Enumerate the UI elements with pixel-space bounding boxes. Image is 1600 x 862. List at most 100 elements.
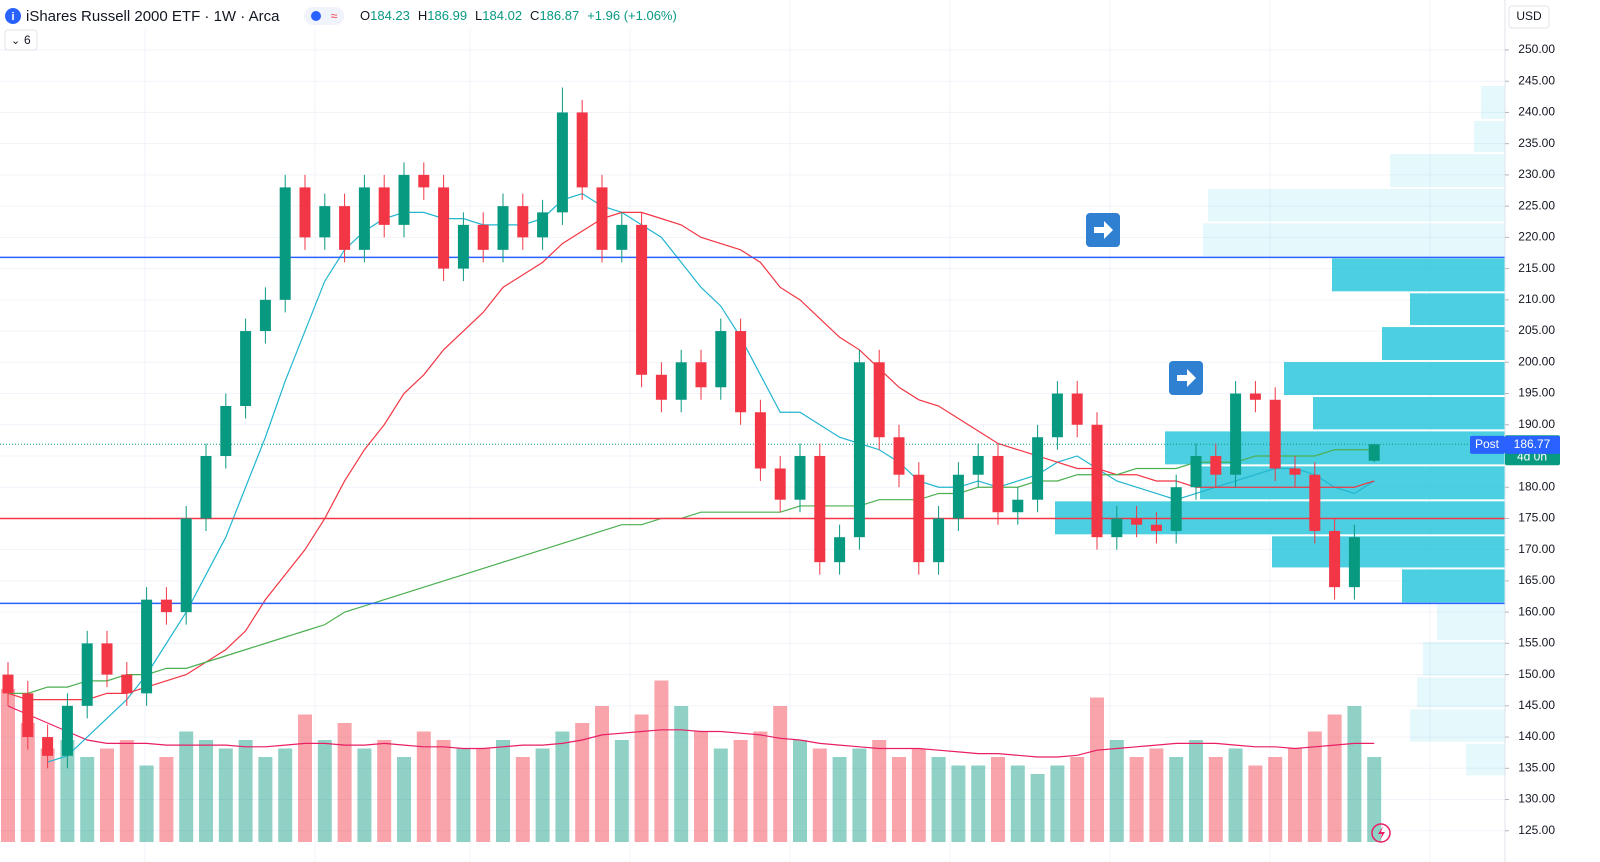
candle-body — [1230, 393, 1242, 475]
profile-bar — [1402, 569, 1505, 603]
volume-bar — [60, 740, 75, 842]
candle-body — [1091, 424, 1103, 538]
candle-body — [1210, 455, 1222, 475]
candle-body — [655, 374, 667, 400]
candle-body — [1051, 393, 1063, 438]
plot — [0, 49, 1505, 842]
status-pill[interactable] — [304, 7, 344, 25]
volume-bar — [159, 757, 174, 842]
ohlc-value: 184.02 — [482, 8, 522, 23]
candle-body — [22, 693, 34, 738]
volume-bar — [674, 706, 689, 842]
volume-bar — [931, 757, 946, 842]
y-tick-label: 230.00 — [1518, 167, 1555, 181]
volume-bar — [1050, 765, 1065, 842]
candle-body — [339, 206, 351, 250]
profile-bar — [1437, 604, 1505, 640]
profile-bar — [1423, 641, 1505, 676]
ohlc-change: +1.96 (+1.06%) — [587, 8, 677, 23]
volume-bar — [317, 740, 332, 842]
volume-bar — [377, 740, 392, 842]
candle-body — [240, 331, 252, 407]
y-tick-label: 225.00 — [1518, 198, 1555, 212]
candle-body — [477, 224, 489, 250]
candle-body — [1170, 487, 1182, 531]
candle-body — [576, 112, 588, 188]
y-tick-label: 240.00 — [1518, 105, 1555, 119]
candle-body — [1071, 393, 1083, 425]
candle-body — [61, 705, 73, 756]
ohlc-letter: H — [418, 8, 427, 23]
volume-bar — [139, 765, 154, 842]
candle-body — [1012, 499, 1024, 513]
ohlc-value: 186.99 — [427, 8, 467, 23]
candle-body — [279, 187, 291, 300]
volume-bar — [575, 723, 590, 842]
volume-bar — [1070, 757, 1085, 842]
candle-body — [457, 224, 469, 269]
volume-bar — [416, 731, 431, 842]
ma-line — [7, 211, 1375, 701]
volume-bar — [337, 723, 352, 842]
candle-body — [517, 206, 529, 238]
profile-bar — [1466, 743, 1505, 776]
candle-body — [537, 212, 549, 238]
volume-bar — [773, 706, 788, 842]
volume-bar — [20, 723, 35, 842]
profile-bar — [1165, 431, 1505, 465]
profile-bar — [1332, 258, 1505, 292]
chevron: ⌄ — [11, 35, 20, 47]
candle-body — [1348, 537, 1360, 588]
volume-bar — [298, 714, 312, 842]
volume-bar — [812, 748, 827, 842]
volume-bar — [1248, 765, 1263, 842]
y-tick-label: 250.00 — [1518, 42, 1555, 56]
profile-bar — [1203, 223, 1505, 257]
volume-bar — [1288, 748, 1302, 842]
chart-title: iShares Russell 2000 ETF · 1W · Arca — [26, 8, 280, 25]
candle-body — [556, 112, 568, 213]
alert-icon[interactable] — [1371, 823, 1391, 843]
volume-bar — [496, 740, 510, 842]
volume-bar — [713, 748, 728, 842]
post-tag: Post — [1475, 437, 1500, 451]
currency-button[interactable] — [1508, 5, 1550, 29]
candle-body — [319, 206, 331, 238]
volume-bar — [555, 731, 570, 842]
y-tick-label: 125.00 — [1518, 823, 1555, 837]
y-tick-label: 180.00 — [1518, 479, 1555, 493]
profile-bar — [1284, 362, 1505, 396]
volume-bar — [1, 689, 15, 842]
y-tick-label: 145.00 — [1518, 698, 1555, 712]
volume-bar — [179, 731, 194, 842]
y-tick-label: 170.00 — [1518, 542, 1555, 556]
y-tick-label: 195.00 — [1518, 386, 1555, 400]
arrow-glyph — [1177, 369, 1196, 387]
ohlc-letter: C — [530, 8, 539, 23]
candle-body — [774, 468, 786, 500]
volume-bar — [951, 765, 966, 842]
candle-body — [616, 224, 628, 250]
volume-bar — [911, 748, 926, 842]
y-tick-label: 140.00 — [1518, 729, 1555, 743]
volume-bar — [1090, 697, 1104, 842]
indicator-toggle[interactable] — [4, 29, 38, 51]
volume-bar — [1208, 757, 1223, 842]
logo-glyph: i — [11, 11, 14, 23]
candle-body — [358, 187, 370, 250]
candle-body — [913, 474, 925, 563]
logo — [5, 8, 21, 24]
profile-bar — [1200, 466, 1505, 500]
candle-body — [715, 331, 727, 388]
profile-bar — [1208, 189, 1505, 222]
candle-body — [636, 224, 648, 375]
volume-bar — [614, 740, 629, 842]
volume-bar — [971, 765, 986, 842]
profile-bar — [1410, 293, 1505, 326]
candle-body — [398, 174, 410, 225]
candle-body — [972, 455, 984, 475]
volume-bar — [1307, 731, 1322, 842]
y-tick-label: 135.00 — [1518, 760, 1555, 774]
y-tick-label: 160.00 — [1518, 604, 1555, 618]
candle-body — [695, 362, 707, 388]
